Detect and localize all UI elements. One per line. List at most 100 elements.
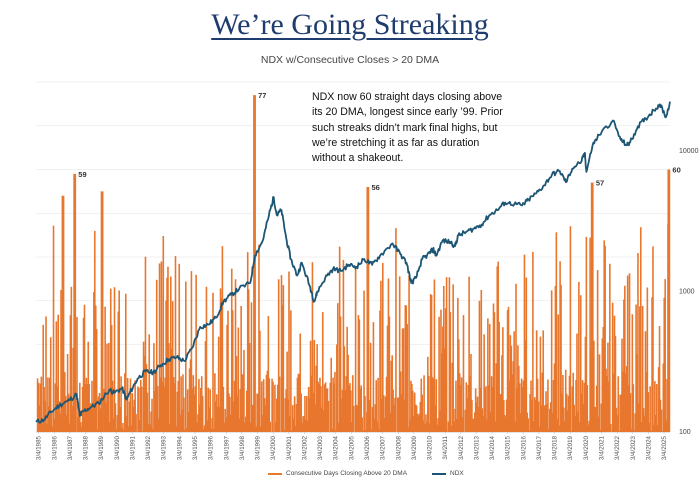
streak-bar <box>348 385 350 432</box>
chart-title: We’re Going Streaking <box>211 8 489 41</box>
streak-bar <box>421 394 424 432</box>
streak-bar <box>658 326 661 432</box>
streak-bar <box>129 378 132 432</box>
streak-bar <box>38 405 41 432</box>
streak-bar <box>444 308 447 432</box>
x-tick-label: 3/4/2006 <box>364 435 371 460</box>
streak-bar <box>651 297 653 432</box>
streak-bar <box>178 263 181 432</box>
streak-bar <box>399 371 402 432</box>
streak-bar <box>65 415 68 432</box>
streak-bar <box>330 357 333 432</box>
streak-bar <box>513 331 515 432</box>
streak-bar <box>265 374 268 432</box>
streak-bar <box>192 375 195 432</box>
streak-bar <box>70 286 73 432</box>
streak-bar <box>49 337 52 432</box>
x-tick-label: 3/4/1987 <box>67 435 74 460</box>
streak-bar <box>603 240 605 432</box>
streak-bar <box>122 423 124 432</box>
x-tick-label: 3/4/1992 <box>145 435 152 460</box>
streak-bar <box>199 404 201 432</box>
streak-bar <box>650 430 652 432</box>
streak-bar <box>632 384 635 432</box>
streak-bar <box>410 380 412 432</box>
streak-bar <box>137 386 139 432</box>
streak-bar <box>641 306 644 432</box>
streak-bar <box>84 384 87 432</box>
streak-bar <box>537 401 540 432</box>
streak-bar <box>135 413 137 432</box>
streak-bar <box>559 261 561 432</box>
streak-bar <box>619 394 621 432</box>
streak-bar <box>504 416 507 432</box>
streak-bar <box>574 415 576 432</box>
streak-bar <box>206 420 209 432</box>
streak-bar <box>337 422 340 432</box>
streak-bar <box>275 422 277 432</box>
streak-bar <box>176 391 179 432</box>
streak-bar <box>352 405 355 432</box>
streak-bar <box>97 396 100 432</box>
streak-bar <box>226 324 228 432</box>
streak-bar <box>123 429 125 432</box>
streak-bar <box>427 376 430 432</box>
streak-bar <box>484 388 486 432</box>
streak-bar <box>429 294 432 432</box>
streak-bar <box>140 386 143 432</box>
streak-bar <box>99 408 102 432</box>
streak-bar <box>148 334 151 432</box>
streak-bar <box>528 430 530 432</box>
streak-bar <box>76 317 78 432</box>
streak-bar <box>391 355 393 432</box>
streak-bar <box>644 331 647 432</box>
streak-bar <box>95 329 98 432</box>
streak-bar <box>519 413 522 432</box>
streak-bar <box>442 285 445 432</box>
streak-bar <box>455 380 457 432</box>
streak-bar <box>304 396 306 432</box>
streak-bar <box>210 428 212 432</box>
x-tick-label: 3/4/1988 <box>83 435 90 460</box>
streak-bar <box>560 284 562 432</box>
x-tick-label: 3/4/2015 <box>505 435 512 460</box>
streak-bar <box>640 422 643 432</box>
x-tick-label: 3/4/2018 <box>552 435 559 460</box>
streak-bar <box>243 349 245 432</box>
streak-bar <box>170 349 173 432</box>
streak-bar <box>631 314 634 432</box>
streak-bar <box>498 321 500 432</box>
streak-bar <box>355 404 358 432</box>
streak-bar <box>340 399 343 432</box>
streak-bar <box>221 246 224 432</box>
streak-bar <box>416 413 419 432</box>
streak-bar <box>200 376 203 432</box>
streak-bar <box>666 378 668 432</box>
streak-bar <box>242 374 244 432</box>
streak-bar <box>311 262 314 432</box>
streak-bar <box>132 406 135 432</box>
x-tick-label: 3/4/2022 <box>614 435 621 460</box>
streak-bar <box>520 378 523 432</box>
x-tick-label: 3/4/2004 <box>333 435 340 460</box>
streak-bar <box>536 378 539 432</box>
streak-bar <box>522 380 525 432</box>
streak-bar <box>376 421 378 432</box>
streak-bar <box>327 400 330 432</box>
streak-bar <box>434 404 437 432</box>
streak-bar <box>401 328 404 432</box>
streak-bar <box>349 383 351 432</box>
streak-bar <box>259 330 261 432</box>
streak-bar <box>558 425 560 432</box>
x-tick-label: 3/4/1993 <box>161 435 168 460</box>
streak-bar <box>181 410 183 432</box>
streak-bar <box>540 405 543 432</box>
streak-bar <box>652 246 654 432</box>
streak-bar <box>372 322 375 432</box>
streak-bar <box>182 374 184 432</box>
streak-bar <box>339 316 342 432</box>
streak-bar <box>508 380 511 432</box>
streak-bar <box>452 284 454 432</box>
streak-bar <box>491 386 494 432</box>
streak-bar <box>633 430 636 432</box>
